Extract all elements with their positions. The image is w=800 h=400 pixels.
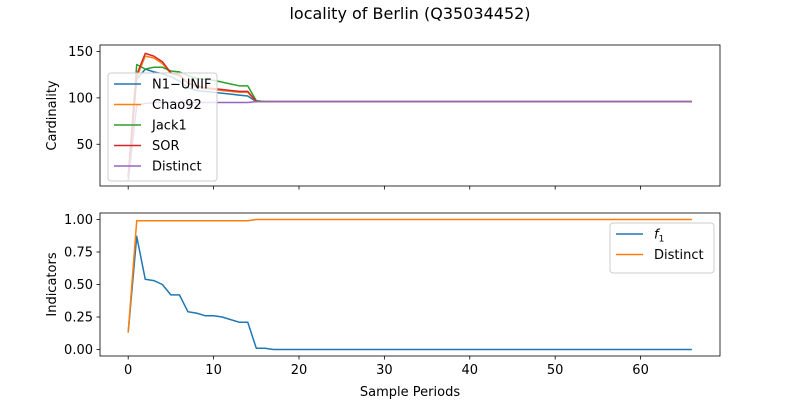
legend-label-4: Distinct	[152, 160, 202, 175]
y-tick-label: 0.25	[64, 311, 93, 326]
x-tick-label: 10	[205, 363, 222, 378]
legend-label-2: Jack1	[151, 119, 187, 134]
x-tick-label: 0	[124, 363, 132, 378]
legend-label-subscript: 1	[659, 235, 665, 245]
y-tick-label: 0.75	[64, 246, 93, 261]
axes-frame	[99, 44, 721, 187]
series-line-0	[127, 235, 692, 351]
x-tick-label: 60	[632, 363, 649, 378]
legend: f1 Distinct	[609, 222, 715, 274]
figure-title: locality of Berlin (Q35034452)	[289, 4, 530, 23]
y-tick-label: 1.00	[64, 213, 93, 228]
y-tick-label: 50	[76, 138, 93, 153]
legend-label-3: SOR	[152, 139, 180, 154]
y-tick-label: 100	[68, 91, 93, 106]
y-tick-label: 0.50	[64, 278, 93, 293]
y-tick-label: 0.00	[64, 343, 93, 358]
series-line-1	[127, 218, 692, 333]
legend-label-1: Distinct	[654, 248, 704, 263]
legend-label-0: N1−UNIF	[152, 78, 211, 93]
x-tick-label: 40	[462, 363, 479, 378]
x-tick-label: 50	[547, 363, 564, 378]
legend-label-0: f1	[654, 228, 664, 245]
y-axis-label: Cardinality	[45, 80, 60, 151]
indicators-chart: 0.00 0.25 0.50 0.75 1.00 0 10 20 30 40 50 60 Indicat…	[45, 212, 721, 400]
legend: N1−UNIF Chao92 Jack1 SOR Distinct	[107, 72, 218, 182]
x-tick-label: 30	[376, 363, 393, 378]
x-axis-label: Sample Periods	[360, 385, 460, 400]
series-group	[127, 218, 692, 351]
cardinality-chart: 50 100 150 Cardinality N1−UNIF Chao92 Jack1 SOR…	[45, 44, 721, 190]
legend-box	[107, 72, 218, 182]
x-tick-label: 20	[291, 363, 308, 378]
legend-box	[609, 222, 715, 274]
legend-label-1: Chao92	[152, 98, 202, 113]
y-axis-label: Indicators	[45, 252, 60, 316]
y-tick-label: 150	[68, 45, 93, 60]
